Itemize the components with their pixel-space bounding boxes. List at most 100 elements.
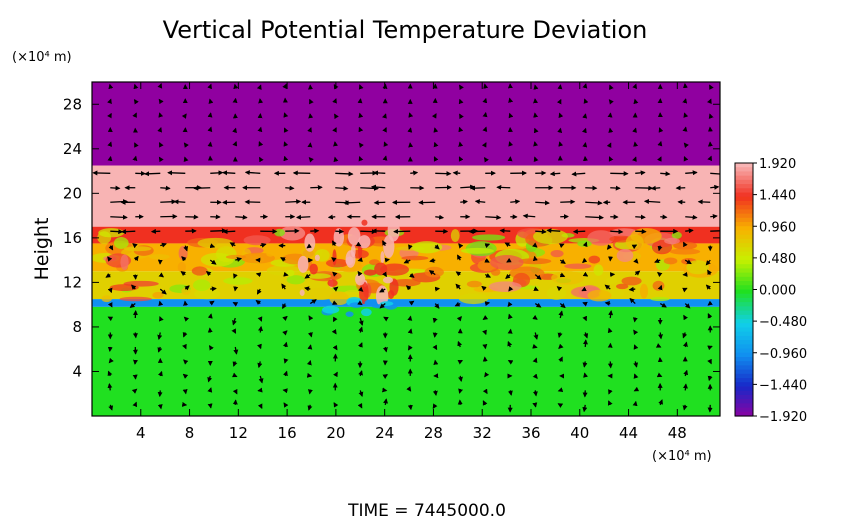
wind-arrow — [331, 240, 337, 246]
wind-arrow — [432, 332, 438, 338]
wind-arrow — [181, 113, 187, 119]
wind-arrow — [281, 283, 287, 290]
convective-plume — [345, 250, 356, 268]
field-blob — [424, 266, 444, 278]
wind-arrow — [382, 127, 387, 133]
field-blob — [588, 255, 601, 264]
wind-arrow — [481, 285, 487, 291]
colorbar-segment — [735, 171, 753, 177]
convective-plume — [332, 249, 337, 266]
colorbar-segment — [735, 281, 753, 286]
wind-arrow — [173, 199, 186, 205]
wind-arrow — [332, 316, 338, 323]
wind-arrow — [507, 390, 513, 396]
colorbar-segment — [735, 196, 753, 202]
colorbar-segment — [735, 276, 753, 282]
wind-arrow — [507, 301, 513, 308]
wind-arrow — [457, 254, 462, 261]
wind-arrow — [585, 214, 605, 220]
wind-arrow — [682, 404, 688, 411]
wind-arrow — [184, 285, 190, 291]
wind-arrow — [434, 286, 441, 292]
wind-arrow — [657, 140, 663, 147]
wind-arrow — [684, 259, 692, 265]
wind-arrow — [255, 299, 262, 305]
colorbar-segment — [735, 272, 753, 278]
field-blob — [650, 296, 670, 302]
wind-arrow — [333, 371, 338, 378]
wind-arrow — [158, 156, 164, 163]
wind-arrow — [327, 214, 336, 220]
colorbar-segment — [735, 306, 753, 312]
wind-arrow — [629, 297, 636, 305]
wind-arrow — [607, 400, 613, 406]
wind-arrow — [508, 141, 514, 147]
wind-arrow — [233, 273, 238, 279]
wind-arrow — [229, 242, 236, 248]
wind-arrow — [382, 240, 387, 246]
wind-arrow — [158, 98, 164, 105]
wind-arrow — [522, 213, 536, 219]
wind-arrow — [235, 214, 248, 220]
colorbar-segment — [735, 293, 753, 299]
cold-pool-blob — [345, 311, 354, 317]
colorbar-segment — [735, 297, 753, 303]
field-blob — [113, 236, 129, 249]
wind-arrow — [383, 316, 389, 322]
wind-arrow — [383, 398, 389, 405]
wind-arrow — [258, 141, 264, 147]
wind-arrow — [559, 258, 566, 264]
wind-arrow — [643, 199, 661, 205]
wind-arrow — [608, 99, 614, 105]
wind-arrow — [157, 332, 163, 340]
wind-arrow — [108, 357, 114, 364]
wind-arrow — [357, 270, 363, 277]
colorbar-segment — [735, 167, 753, 173]
wind-arrow — [558, 343, 564, 349]
wind-arrow — [107, 112, 112, 119]
wind-arrow — [705, 284, 712, 290]
wind-arrow — [482, 97, 488, 104]
colorbar-segment — [735, 327, 753, 333]
field-blob — [587, 230, 615, 246]
wind-arrow — [558, 112, 564, 119]
x-tick-label: 40 — [570, 424, 589, 442]
field-blob — [343, 289, 363, 298]
wind-arrow — [207, 126, 213, 133]
wind-arrow — [633, 373, 639, 379]
wind-arrow — [160, 199, 177, 205]
wind-arrow — [157, 403, 163, 410]
wind-arrow — [707, 98, 712, 105]
colorbar-segment — [735, 365, 753, 371]
wind-arrow — [358, 326, 364, 333]
wind-arrow — [358, 126, 364, 133]
wind-arrow — [222, 170, 236, 176]
wind-arrow — [332, 98, 337, 104]
wind-arrow — [633, 344, 639, 350]
wind-arrow — [582, 301, 588, 307]
wind-arrow — [608, 310, 614, 319]
colorbar-label: 1.440 — [759, 189, 796, 204]
field-layer-band — [92, 82, 720, 166]
wind-arrow — [455, 271, 462, 277]
x-axis: 4 8 12 16 20 24 28 32 36 40 44 48 — [136, 82, 687, 442]
wind-arrow — [582, 361, 588, 368]
wind-arrow — [283, 155, 289, 162]
x-tick-label: 16 — [278, 424, 297, 442]
field-blob — [669, 248, 701, 255]
wind-arrow — [610, 185, 621, 191]
wind-arrow — [120, 229, 136, 235]
wind-arrow — [683, 142, 689, 149]
wind-arrow — [285, 199, 302, 205]
wind-arrow — [232, 317, 237, 326]
wind-arrow — [683, 341, 688, 348]
colorbar-segment — [735, 222, 753, 227]
wind-arrow — [283, 370, 288, 377]
x-tick-label: 28 — [424, 424, 443, 442]
x-tick-label: 24 — [375, 424, 394, 442]
field-blob — [98, 228, 125, 238]
colorbar-label: −1.440 — [759, 378, 807, 393]
wind-arrow — [283, 112, 289, 118]
wind-arrow — [207, 313, 213, 319]
wind-arrow — [110, 229, 124, 235]
